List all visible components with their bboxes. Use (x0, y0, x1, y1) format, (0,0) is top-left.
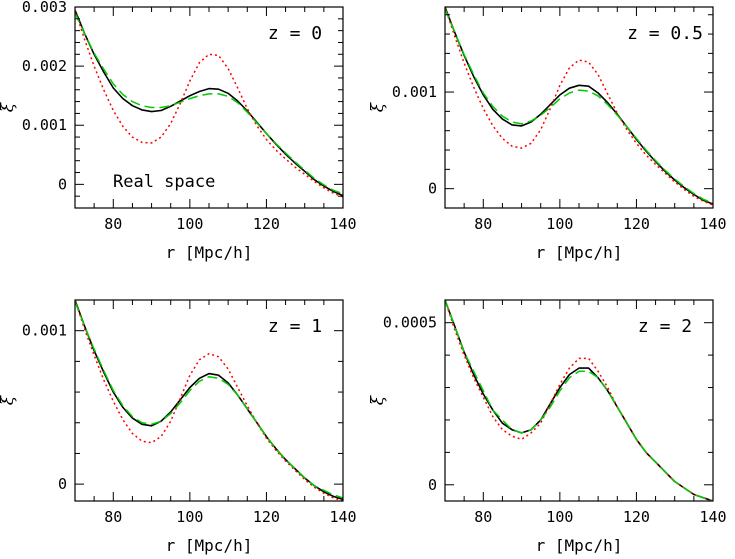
y-tick-label: 0 (428, 476, 437, 494)
x-tick-label: 100 (546, 215, 573, 233)
x-tick-label: 100 (176, 215, 203, 233)
x-tick-label: 80 (474, 215, 492, 233)
series-solid-line (75, 9, 343, 197)
y-axis-label: ξ (368, 394, 388, 405)
x-tick-label: 100 (176, 508, 203, 526)
y-axis-label: ξ (0, 394, 18, 405)
series-dashed-line (445, 8, 713, 204)
y-axis-label: ξ (368, 101, 388, 112)
x-tick-label: 120 (623, 508, 650, 526)
x-tick-label: 140 (329, 215, 356, 233)
panel-label: z = 1 (268, 316, 322, 337)
y-axis-label: ξ (0, 101, 18, 112)
panel-1: 80 100 120 140 0 0.001 0.002 0.003 r [Mpc/h] ξ z =… (0, 0, 357, 262)
x-axis-label: r [Mpc/h] (536, 536, 623, 555)
y-tick-label: 0.003 (22, 0, 67, 16)
panel-label: z = 2 (638, 316, 692, 337)
series-dashed-line (75, 12, 343, 195)
x-axis-label: r [Mpc/h] (536, 243, 623, 262)
y-tick-label: 0 (58, 475, 67, 493)
x-axis-label: r [Mpc/h] (166, 536, 253, 555)
series-dotted-line (445, 7, 713, 206)
series-dotted-line (75, 300, 343, 501)
x-tick-label: 120 (253, 215, 280, 233)
x-tick-label: 120 (623, 215, 650, 233)
y-tick-label: 0.001 (22, 116, 67, 134)
panel-3: 80 100 120 140 0 0.001 r [Mpc/h] ξ z = 1 (0, 299, 357, 555)
series-dotted-line (75, 9, 343, 198)
annotation-label: Real space (113, 172, 215, 192)
panel-2: 80 100 120 140 0 0.001 r [Mpc/h] ξ z = 0.5 (368, 6, 727, 262)
series-dashed-line (75, 301, 343, 499)
x-axis-label: r [Mpc/h] (166, 243, 253, 262)
x-tick-label: 140 (699, 508, 726, 526)
panel-4: 80 100 120 140 0 0.0005 r [Mpc/h] ξ z = 2 (368, 299, 727, 555)
x-tick-label: 120 (253, 508, 280, 526)
x-tick-label: 80 (474, 508, 492, 526)
series-dashed-line (445, 300, 713, 501)
x-tick-label: 80 (104, 508, 122, 526)
x-tick-label: 80 (104, 215, 122, 233)
panel-label: z = 0 (268, 23, 322, 44)
y-tick-label: 0 (428, 180, 437, 198)
x-tick-label: 140 (699, 215, 726, 233)
panel-label: z = 0.5 (627, 23, 703, 44)
y-tick-label: 0.002 (22, 57, 67, 75)
x-tick-label: 100 (546, 508, 573, 526)
y-tick-label: 0.001 (392, 83, 437, 101)
y-tick-label: 0.0005 (383, 314, 437, 332)
y-tick-label: 0 (58, 175, 67, 193)
x-tick-label: 140 (329, 508, 356, 526)
series-dotted-line (445, 300, 713, 501)
y-tick-label: 0.001 (22, 322, 67, 340)
